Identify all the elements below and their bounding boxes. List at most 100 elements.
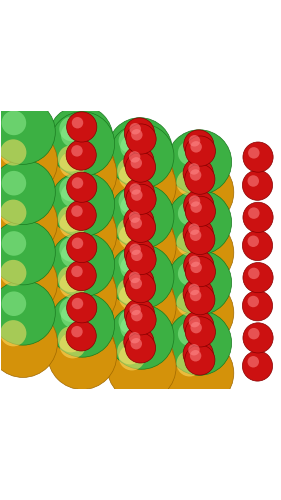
Circle shape [131, 157, 142, 168]
Circle shape [71, 145, 83, 156]
Circle shape [72, 178, 83, 188]
Circle shape [107, 152, 176, 220]
Circle shape [2, 292, 26, 316]
Circle shape [248, 296, 259, 308]
Circle shape [176, 290, 203, 316]
Circle shape [167, 250, 232, 315]
Circle shape [67, 292, 97, 323]
Circle shape [126, 244, 156, 274]
Circle shape [167, 130, 232, 194]
Circle shape [188, 284, 200, 295]
Circle shape [129, 212, 140, 223]
Circle shape [165, 338, 234, 407]
Circle shape [129, 272, 140, 283]
Circle shape [2, 110, 26, 135]
Circle shape [61, 122, 85, 148]
Circle shape [178, 322, 203, 346]
Circle shape [183, 218, 213, 248]
Circle shape [248, 208, 260, 219]
Circle shape [71, 206, 83, 217]
Circle shape [243, 170, 273, 200]
Circle shape [48, 286, 113, 351]
Circle shape [48, 260, 117, 329]
Circle shape [109, 244, 174, 309]
Circle shape [0, 188, 58, 257]
Circle shape [107, 212, 176, 281]
Circle shape [248, 328, 260, 340]
Circle shape [183, 310, 214, 341]
Circle shape [248, 236, 259, 247]
Circle shape [185, 224, 215, 254]
Circle shape [176, 170, 203, 196]
Circle shape [185, 164, 215, 194]
Circle shape [178, 201, 203, 226]
Circle shape [48, 226, 113, 291]
Circle shape [60, 272, 86, 298]
Circle shape [130, 123, 141, 134]
Circle shape [124, 266, 154, 296]
Circle shape [248, 268, 260, 279]
Circle shape [131, 129, 142, 140]
Circle shape [124, 298, 155, 329]
Circle shape [48, 106, 113, 170]
Circle shape [0, 220, 55, 285]
Circle shape [131, 278, 142, 289]
Circle shape [125, 333, 156, 363]
Circle shape [2, 171, 26, 196]
Circle shape [124, 327, 154, 357]
Circle shape [105, 266, 175, 335]
Circle shape [243, 142, 273, 172]
Circle shape [183, 250, 214, 280]
Circle shape [48, 140, 117, 208]
Circle shape [120, 256, 145, 280]
Circle shape [108, 118, 172, 182]
Circle shape [188, 224, 200, 235]
Circle shape [105, 146, 175, 214]
Circle shape [190, 350, 201, 362]
Circle shape [183, 130, 214, 160]
Circle shape [243, 202, 273, 232]
Circle shape [167, 190, 232, 254]
Circle shape [124, 206, 154, 236]
Circle shape [71, 266, 83, 277]
Circle shape [248, 147, 260, 158]
Circle shape [185, 284, 215, 315]
Circle shape [0, 280, 55, 345]
Circle shape [190, 290, 201, 301]
Circle shape [124, 238, 155, 268]
Circle shape [185, 136, 216, 166]
Circle shape [2, 231, 26, 256]
Circle shape [126, 124, 156, 154]
Circle shape [72, 298, 83, 310]
Circle shape [48, 320, 117, 390]
Circle shape [108, 298, 172, 363]
Circle shape [119, 128, 143, 154]
Circle shape [191, 202, 202, 213]
Circle shape [67, 232, 97, 262]
Circle shape [50, 292, 115, 357]
Circle shape [50, 112, 115, 176]
Circle shape [117, 158, 143, 184]
Circle shape [46, 134, 115, 202]
Circle shape [183, 190, 214, 220]
Circle shape [120, 195, 145, 220]
Circle shape [125, 272, 156, 303]
Circle shape [66, 260, 96, 290]
Circle shape [0, 260, 26, 286]
Circle shape [60, 332, 86, 358]
Circle shape [107, 272, 176, 342]
Circle shape [119, 249, 143, 274]
Circle shape [129, 151, 140, 162]
Circle shape [167, 310, 232, 376]
Circle shape [67, 112, 97, 142]
Circle shape [190, 169, 201, 180]
Circle shape [191, 322, 202, 334]
Circle shape [59, 116, 84, 141]
Circle shape [119, 284, 145, 310]
Circle shape [50, 232, 115, 297]
Circle shape [109, 184, 174, 248]
Circle shape [183, 158, 213, 188]
Circle shape [108, 178, 172, 242]
Circle shape [243, 230, 273, 260]
Circle shape [72, 117, 83, 128]
